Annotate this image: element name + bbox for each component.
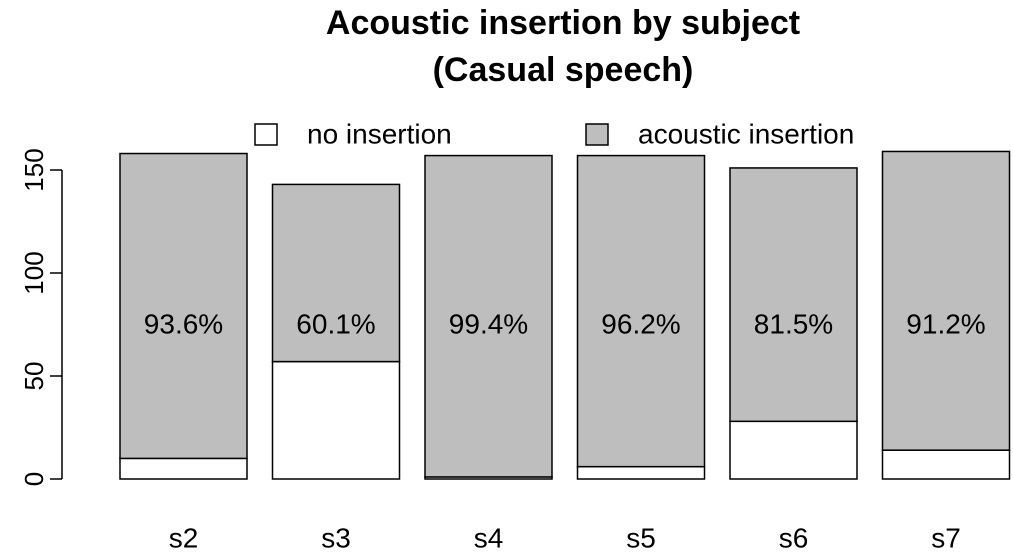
bar-segment	[881, 150, 1011, 451]
bar-segment	[119, 152, 248, 460]
x-tick-label: s7	[931, 522, 961, 553]
legend-swatch	[585, 123, 609, 146]
data-label: 91.2%	[906, 308, 985, 339]
y-tick-label: 150	[19, 148, 49, 191]
y-tick-label: 50	[19, 362, 49, 391]
x-tick-label: s5	[626, 522, 656, 553]
y-tick-label: 100	[19, 251, 49, 294]
bar-segment	[729, 420, 858, 480]
bar-segment	[119, 457, 248, 480]
legend-label: no insertion	[307, 118, 452, 149]
chart-title: Acoustic insertion by subject	[326, 4, 800, 42]
data-label: 93.6%	[144, 308, 223, 339]
chart-subtitle: (Casual speech)	[433, 51, 694, 89]
x-tick-label: s6	[779, 522, 809, 553]
bar-segment	[271, 183, 401, 363]
bar-segment	[576, 154, 706, 468]
bar-segment	[576, 465, 706, 480]
y-tick-label: 0	[19, 472, 49, 486]
bar-segment	[424, 154, 553, 478]
data-label: 60.1%	[296, 308, 375, 339]
x-tick-label: s3	[321, 522, 351, 553]
legend-swatch	[254, 123, 278, 146]
bar-segment	[881, 449, 1011, 480]
legend-label: acoustic insertion	[638, 118, 854, 149]
data-label: 99.4%	[449, 308, 528, 339]
x-tick-label: s4	[474, 522, 504, 553]
bar-segment	[271, 360, 401, 480]
x-tick-label: s2	[169, 522, 199, 553]
bar-segment	[729, 167, 858, 423]
data-label: 96.2%	[601, 308, 680, 339]
data-label: 81.5%	[754, 308, 833, 339]
